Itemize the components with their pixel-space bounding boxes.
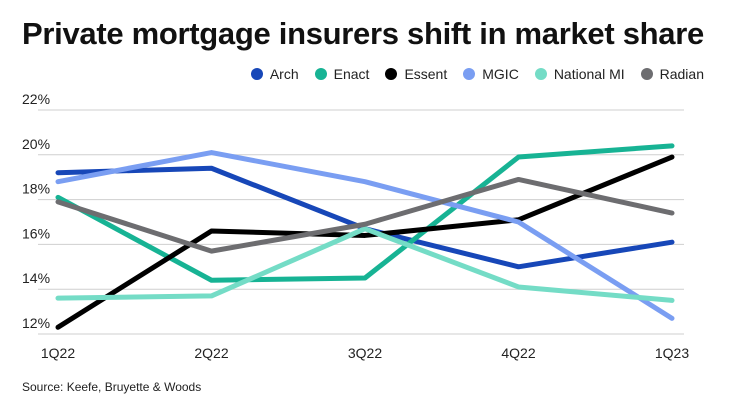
series-line-enact — [55, 143, 675, 283]
y-tick-label: 18% — [22, 181, 50, 197]
legend-item-enact: Enact — [314, 66, 370, 82]
legend-swatch — [314, 68, 327, 80]
series-line-national-mi — [55, 226, 675, 303]
x-tick-label: 2Q22 — [194, 345, 228, 361]
legend-item-national-mi: National MI — [534, 66, 625, 82]
series-line-mgic — [55, 150, 675, 321]
source-note: Source: Keefe, Bruyette & Woods — [22, 380, 202, 394]
y-tick-label: 16% — [22, 225, 50, 241]
legend-item-arch: Arch — [250, 66, 299, 82]
y-tick-label: 20% — [22, 136, 50, 152]
legend-label: Arch — [269, 66, 299, 82]
legend-swatch — [640, 68, 653, 80]
y-tick-label: 22% — [22, 91, 50, 107]
x-tick-label: 1Q23 — [655, 345, 689, 361]
legend-label: Essent — [404, 66, 448, 82]
legend-label: MGIC — [482, 66, 519, 82]
legend-swatch — [534, 68, 547, 80]
legend-swatch — [385, 68, 398, 80]
legend-label: Enact — [333, 66, 370, 82]
chart-title: Private mortgage insurers shift in marke… — [22, 16, 704, 51]
series-line-essent — [55, 154, 675, 330]
legend-item-radian: Radian — [640, 66, 704, 82]
legend-swatch — [250, 68, 263, 80]
x-tick-label: 3Q22 — [348, 345, 382, 361]
legend-item-mgic: MGIC — [463, 66, 519, 82]
x-tick-label: 4Q22 — [501, 345, 535, 361]
legend-label: National MI — [553, 66, 625, 82]
legend-swatch — [463, 68, 476, 80]
legend-label: Radian — [659, 66, 704, 82]
y-tick-label: 14% — [22, 270, 50, 286]
x-tick-label: 1Q22 — [41, 345, 75, 361]
y-tick-label: 12% — [22, 315, 50, 331]
series-line-radian — [55, 176, 675, 254]
legend-item-essent: Essent — [385, 66, 447, 82]
legend: Arch Enact Essent MGIC National MI Radian — [250, 66, 704, 82]
